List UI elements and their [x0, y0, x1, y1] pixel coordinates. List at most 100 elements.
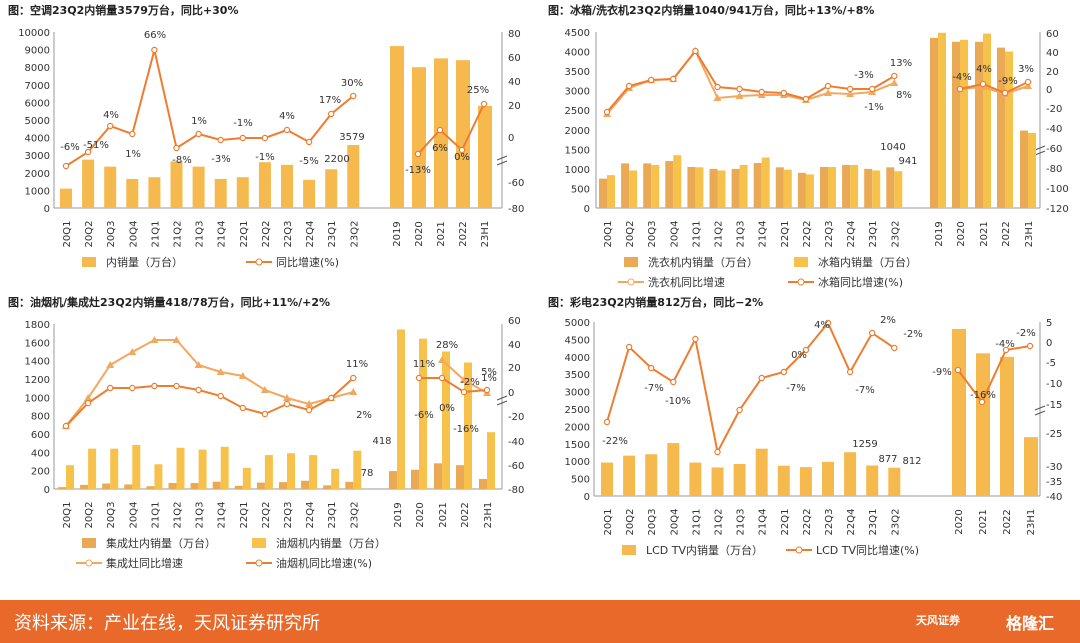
data-label: -7%: [644, 383, 663, 394]
line-marker: [458, 146, 466, 154]
line-marker: [195, 386, 202, 394]
x-tick-label: 20Q1: [603, 221, 614, 248]
right-axis-tick: -40: [508, 437, 524, 448]
x-tick-label: 23Q1: [327, 502, 338, 529]
line-marker: [954, 366, 962, 374]
line-marker: [692, 47, 699, 55]
data-label: -51%: [83, 140, 109, 151]
right-axis-tick: -60: [1046, 144, 1062, 155]
line-marker: [824, 82, 832, 90]
right-axis-tick: 5: [1046, 318, 1052, 329]
bar-annual: [397, 329, 405, 489]
data-label: 4%: [814, 320, 830, 331]
bar: [850, 164, 859, 208]
x-tick-label: 22Q3: [824, 509, 835, 536]
legend-marker: [795, 546, 803, 554]
bar: [132, 445, 141, 489]
bar: [673, 155, 682, 208]
data-label: 2200: [324, 154, 349, 165]
line-marker: [328, 110, 335, 118]
x-tick-label: 21Q2: [173, 502, 184, 529]
bar: [601, 462, 613, 496]
bar: [301, 480, 310, 489]
bar: [643, 163, 652, 208]
line-marker: [625, 343, 633, 351]
line-marker: [283, 394, 291, 401]
left-axis-tick: 3000: [565, 388, 590, 399]
x-tick-label: 21Q3: [195, 221, 206, 248]
line-marker: [173, 382, 180, 390]
x-tick-label: 22Q2: [261, 502, 272, 529]
data-label: -2%: [1016, 328, 1035, 339]
line-marker: [890, 79, 899, 86]
bar: [687, 166, 696, 208]
data-label: 1%: [191, 116, 207, 127]
bar: [104, 166, 117, 208]
right-axis-tick: 0: [1046, 85, 1052, 96]
bar-annual: [997, 47, 1005, 209]
x-tick-label: 20Q2: [84, 221, 95, 248]
line-marker: [106, 384, 114, 392]
left-axis-tick: 1400: [25, 357, 50, 368]
data-label: 6%: [432, 143, 448, 154]
data-label: -1%: [864, 102, 883, 113]
data-label: 25%: [467, 85, 489, 96]
x-tick-label: 22Q4: [846, 221, 857, 248]
bar: [886, 167, 895, 208]
left-axis-tick: 800: [31, 412, 50, 423]
bar: [110, 448, 119, 489]
bar: [82, 159, 95, 208]
bar: [287, 453, 295, 489]
source-note: 资料来源：产业在线，天风证券研究所: [14, 613, 320, 634]
x-tick-label: 22Q4: [846, 509, 857, 536]
bar: [242, 467, 251, 489]
right-axis-tick: -100: [1046, 184, 1069, 195]
legend-label: LCD TV同比增速(%): [816, 543, 919, 557]
line-marker: [714, 83, 721, 91]
right-axis-tick: 60: [508, 316, 521, 327]
bar: [192, 166, 205, 208]
bar: [347, 145, 360, 208]
left-axis-tick: 1000: [25, 393, 50, 404]
bar: [281, 164, 293, 208]
data-label: -2%: [903, 329, 922, 340]
left-axis-tick: 8000: [25, 63, 50, 74]
left-axis-tick: 2000: [25, 169, 50, 180]
x-tick-label: 23Q2: [890, 221, 901, 248]
x-tick-label: 23Q1: [868, 221, 879, 248]
x-tick-label: 21Q2: [714, 221, 725, 248]
data-label: 418: [372, 436, 391, 447]
bar: [88, 448, 97, 489]
data-label: 17%: [319, 95, 341, 106]
x-tick-label-annual: 2019: [393, 502, 404, 527]
bar: [755, 448, 768, 496]
line-marker: [305, 138, 313, 146]
series-line-annual: [959, 81, 1029, 95]
x-tick-label: 20Q3: [106, 502, 117, 529]
x-tick-label-annual: 23H1: [1026, 509, 1037, 536]
left-axis-tick: 600: [31, 430, 50, 441]
line-marker: [735, 92, 744, 99]
legend-label: 冰箱同比增速(%): [818, 275, 903, 289]
line-marker: [84, 148, 92, 156]
right-axis-tick: 80: [508, 29, 521, 40]
bar-annual: [478, 105, 492, 208]
right-axis-tick: -35: [1046, 477, 1062, 488]
x-tick-label: 22Q4: [305, 502, 316, 529]
x-tick-label: 21Q3: [195, 502, 206, 529]
data-label: 0%: [439, 403, 455, 414]
legend-swatch: [624, 257, 638, 267]
x-tick-label: 20Q4: [669, 509, 680, 536]
x-tick-label: 23Q1: [327, 221, 338, 248]
bar: [212, 481, 221, 489]
data-label: 11%: [413, 359, 435, 370]
bar-annual: [434, 58, 448, 209]
x-tick-label: 20Q2: [625, 221, 636, 248]
data-label: 11%: [346, 359, 368, 370]
bar-annual: [1028, 132, 1036, 208]
x-tick-label: 22Q1: [780, 509, 791, 536]
bar: [176, 447, 185, 489]
data-label: 1%: [125, 149, 141, 160]
line-marker: [415, 374, 423, 382]
x-tick-label: 23Q2: [890, 509, 901, 536]
